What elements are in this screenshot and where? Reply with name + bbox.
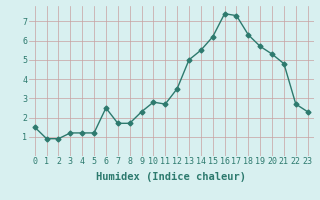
X-axis label: Humidex (Indice chaleur): Humidex (Indice chaleur) [96, 172, 246, 182]
